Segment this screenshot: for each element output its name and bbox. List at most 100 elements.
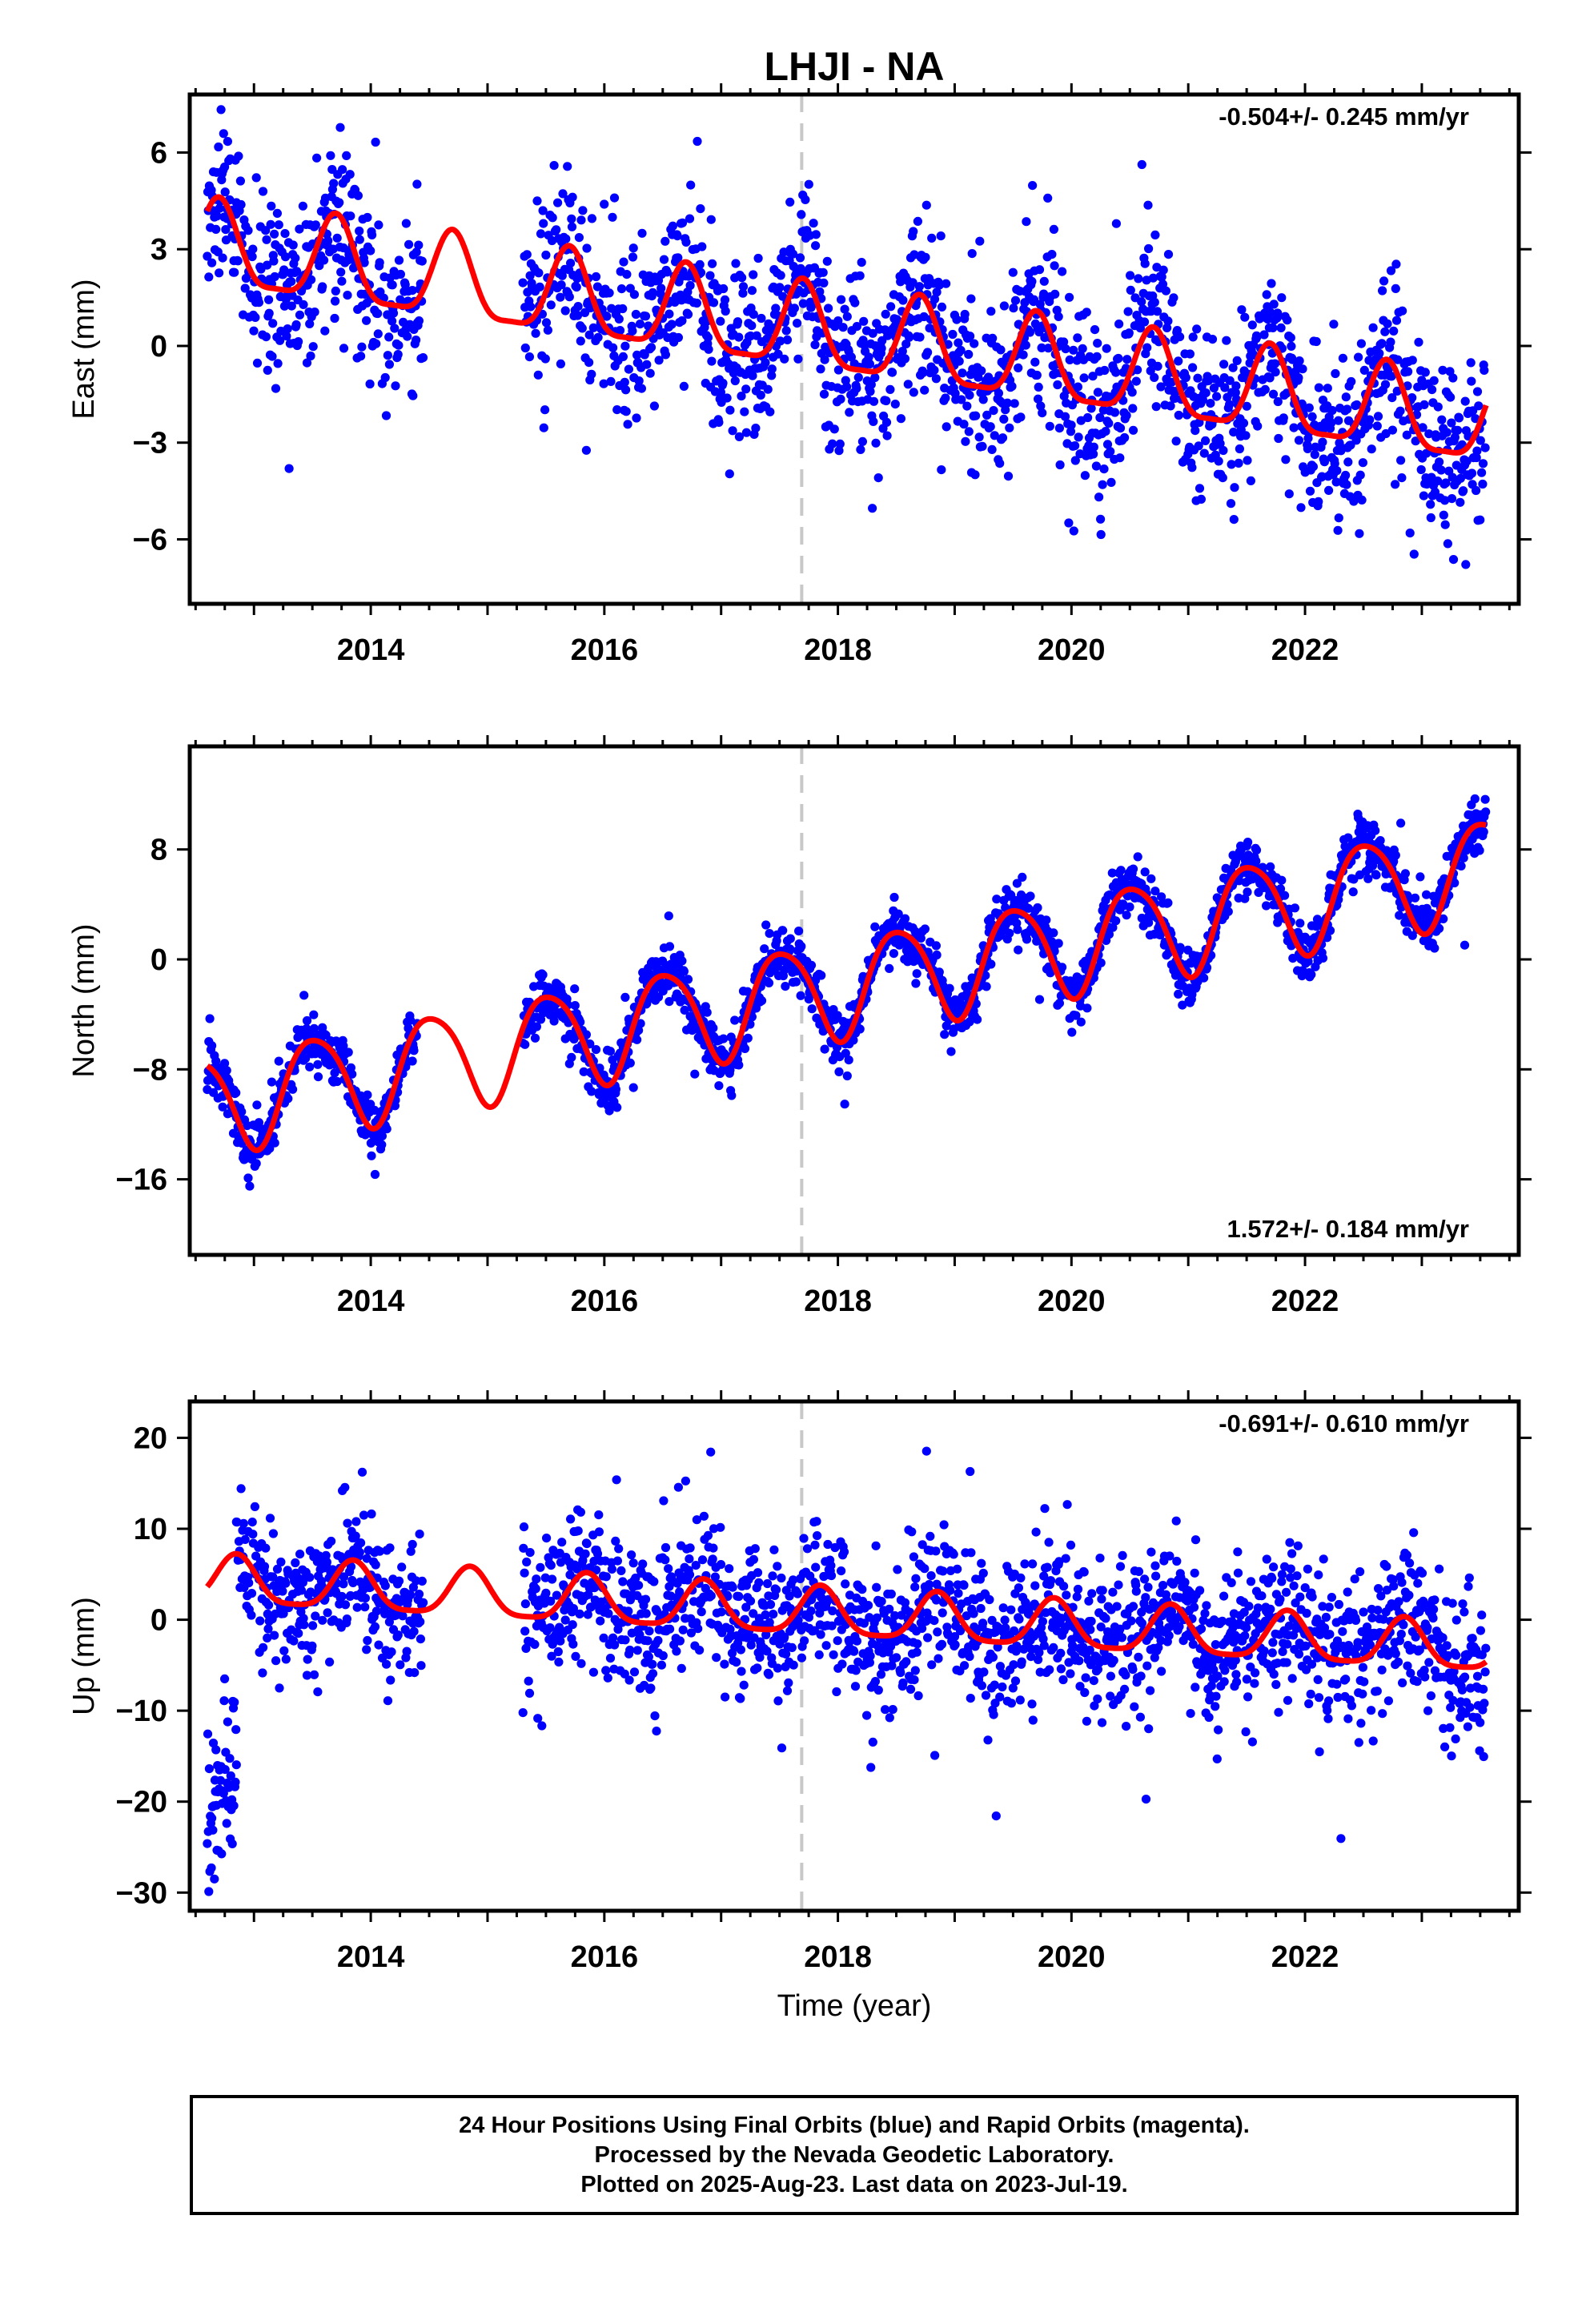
data-point <box>915 332 925 342</box>
data-point <box>418 353 428 363</box>
data-point <box>1268 389 1279 399</box>
data-point <box>373 329 383 339</box>
data-point <box>1120 432 1130 443</box>
data-point <box>725 405 735 415</box>
data-point <box>303 1655 312 1664</box>
data-point <box>757 313 766 324</box>
data-point <box>278 1586 287 1596</box>
data-point <box>1303 444 1312 454</box>
data-point <box>1480 443 1490 452</box>
data-point <box>1387 393 1397 403</box>
data-point <box>1175 332 1185 342</box>
data-point <box>612 1103 622 1112</box>
data-point <box>1389 326 1399 336</box>
data-point <box>1426 513 1435 523</box>
data-point <box>1357 495 1367 505</box>
data-point <box>587 369 596 379</box>
data-point <box>1128 425 1138 435</box>
y-tick-label: −16 <box>116 1164 167 1197</box>
data-point <box>387 280 397 290</box>
data-point <box>214 142 223 152</box>
data-point <box>618 1577 628 1586</box>
data-point <box>857 436 867 447</box>
data-point <box>251 312 260 322</box>
data-point <box>986 422 995 432</box>
data-point <box>845 408 854 417</box>
data-point <box>1294 436 1304 445</box>
data-point <box>1231 854 1241 864</box>
data-point <box>416 1661 426 1671</box>
data-point <box>1174 410 1183 420</box>
data-point <box>844 1055 853 1065</box>
data-point <box>1355 470 1365 480</box>
data-point <box>683 975 693 984</box>
data-point <box>1461 560 1471 569</box>
data-point <box>1078 344 1087 353</box>
data-point <box>1395 911 1404 920</box>
data-point <box>522 1557 532 1567</box>
data-point <box>343 1047 353 1057</box>
data-point <box>351 1531 360 1541</box>
data-point <box>1005 423 1014 432</box>
data-point <box>649 401 660 411</box>
data-point <box>1082 308 1091 317</box>
data-point <box>776 336 785 346</box>
data-point <box>1083 412 1093 423</box>
data-point <box>398 1611 408 1621</box>
data-point <box>635 320 645 329</box>
data-point <box>1318 953 1328 963</box>
data-point <box>1407 393 1417 403</box>
data-point <box>994 388 1003 398</box>
data-point <box>625 1645 635 1655</box>
data-point <box>588 323 598 332</box>
data-point <box>1126 271 1135 280</box>
data-point <box>1438 365 1447 375</box>
data-point <box>1128 404 1138 413</box>
data-point <box>732 1658 741 1667</box>
data-point <box>357 1467 367 1477</box>
data-point <box>309 1010 319 1019</box>
data-point <box>599 1633 608 1642</box>
data-point <box>763 384 773 394</box>
data-point <box>1429 376 1439 385</box>
data-point <box>548 1574 557 1584</box>
data-point <box>279 265 289 275</box>
data-point <box>1144 243 1154 254</box>
data-point <box>782 335 793 344</box>
data-point <box>596 1616 605 1626</box>
data-point <box>221 225 231 235</box>
data-point <box>733 317 743 327</box>
data-point <box>659 255 669 264</box>
data-point <box>1111 219 1121 228</box>
data-point <box>520 343 530 353</box>
data-point <box>263 365 272 375</box>
data-point <box>958 368 967 378</box>
data-point <box>1201 436 1211 446</box>
data-point <box>536 1562 545 1572</box>
data-point <box>539 219 548 228</box>
data-point <box>387 316 397 326</box>
data-point <box>677 956 687 966</box>
data-point <box>739 1680 749 1690</box>
data-point <box>266 219 275 229</box>
data-point <box>960 309 970 320</box>
data-point <box>520 1039 530 1049</box>
data-point <box>816 364 825 374</box>
data-point <box>629 1667 640 1677</box>
data-point <box>552 225 561 235</box>
data-point <box>1127 388 1137 397</box>
data-point <box>359 258 369 267</box>
data-point <box>1137 913 1146 923</box>
data-point <box>749 270 758 279</box>
data-point <box>250 1502 259 1511</box>
data-point <box>409 1626 419 1636</box>
data-point <box>1325 926 1335 935</box>
data-point <box>866 380 876 389</box>
data-point <box>335 198 344 207</box>
data-point <box>1144 918 1154 927</box>
data-point <box>287 276 296 287</box>
data-point <box>568 1604 579 1614</box>
y-axis-label: North (mm) <box>67 923 101 1077</box>
data-point <box>828 439 837 448</box>
data-point <box>1347 376 1356 387</box>
